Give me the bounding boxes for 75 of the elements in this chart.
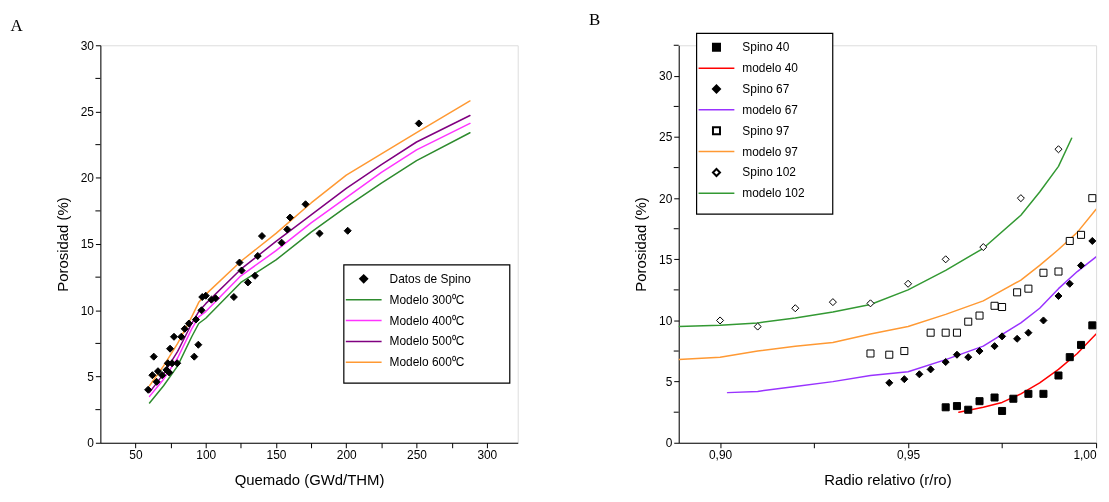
y-axis-title: Porosidad (%): [54, 197, 71, 292]
point: [243, 278, 252, 287]
y-tick-label: 10: [80, 303, 95, 318]
y-tick-label: 5: [665, 375, 673, 390]
point: [177, 332, 186, 341]
y-tick-label: 20: [80, 171, 95, 186]
point: [235, 258, 244, 267]
legend-label: modelo 40: [742, 61, 799, 76]
point: [184, 319, 193, 328]
y-tick-label: 15: [80, 237, 95, 252]
x-tick-label: 300: [477, 448, 498, 463]
point: [315, 229, 324, 238]
point: [301, 200, 310, 209]
x-axis-title: Radio relativo (r/ro): [824, 472, 952, 488]
point: [283, 225, 292, 234]
legend-label: Modelo 600⁰C: [389, 355, 465, 370]
x-tick-label: 0,90: [708, 448, 733, 463]
x-tick-label: 100: [196, 448, 217, 463]
point: [343, 226, 352, 235]
point: [253, 251, 262, 260]
legend-label: Spino 97: [742, 123, 790, 138]
y-tick-label: 0: [665, 436, 673, 451]
legend-label: Modelo 300⁰C: [389, 292, 465, 307]
legend-label: modelo 67: [742, 102, 799, 117]
point: [211, 294, 220, 303]
point: [153, 367, 162, 376]
chart-title: A: [10, 16, 24, 36]
legend-label: Modelo 500⁰C: [389, 334, 465, 349]
point: [277, 238, 286, 247]
y-tick-label: 15: [659, 252, 673, 267]
point: [414, 119, 423, 128]
point: [169, 332, 179, 341]
legend-label: modelo 102: [742, 186, 805, 201]
point: [197, 306, 206, 315]
x-tick-label: 50: [129, 448, 143, 463]
legend-label: Datos de Spino: [389, 271, 472, 286]
point: [237, 266, 246, 275]
legend-label: Spino 67: [742, 81, 790, 96]
y-tick-label: 25: [80, 105, 95, 119]
point: [191, 315, 200, 324]
point: [166, 344, 175, 353]
y-tick-label: 20: [659, 191, 673, 206]
y-tick-label: 10: [659, 313, 673, 328]
point: [144, 385, 153, 394]
point: [149, 352, 158, 361]
chart-title: B: [588, 9, 601, 29]
y-tick-label: 30: [659, 69, 673, 84]
point: [148, 371, 157, 380]
legend-label: modelo 97: [742, 144, 799, 159]
point: [286, 213, 295, 222]
x-tick-label: 250: [407, 448, 428, 463]
y-axis-title: Porosidad (%): [633, 197, 650, 292]
line-series: [726, 256, 1097, 394]
point: [250, 271, 259, 280]
line-series: [678, 208, 1097, 361]
legend-label: Spino 102: [742, 165, 797, 180]
point: [257, 232, 266, 241]
point: [173, 359, 182, 368]
x-tick-label: 1,00: [1073, 448, 1097, 463]
point: [158, 371, 167, 380]
legend-label: Modelo 400⁰C: [389, 313, 465, 328]
legend-label: Spino 40: [742, 40, 790, 55]
x-axis-title: Quemado (GWd/THM): [234, 472, 385, 488]
point: [152, 377, 161, 386]
point: [194, 340, 203, 349]
x-tick-label: 150: [266, 448, 287, 463]
y-tick-label: 30: [80, 38, 95, 53]
x-tick-label: 200: [336, 448, 358, 463]
y-tick-label: 25: [659, 130, 673, 145]
y-tick-label: 5: [87, 369, 95, 384]
x-tick-label: 0,95: [896, 448, 921, 463]
point: [190, 352, 199, 361]
point: [180, 324, 189, 333]
point: [229, 293, 238, 302]
y-tick-label: 0: [87, 436, 95, 451]
